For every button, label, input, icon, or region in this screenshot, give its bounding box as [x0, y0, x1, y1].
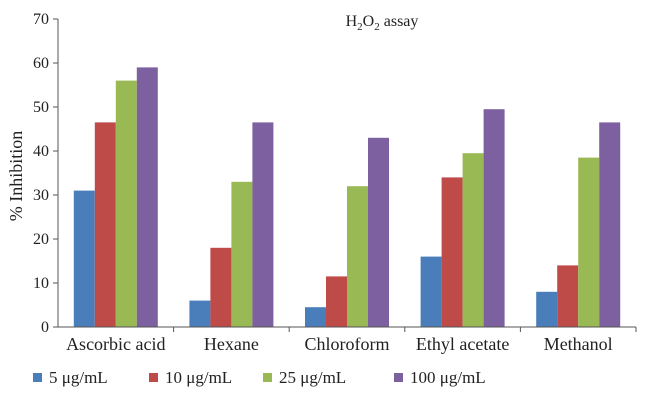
bar-3-0 — [420, 256, 442, 327]
bar-1-2 — [231, 181, 253, 327]
bar-2-1 — [326, 276, 347, 327]
bar-0-0 — [73, 190, 95, 327]
bar-4-0 — [536, 291, 558, 327]
y-tick-label: 20 — [33, 231, 49, 248]
y-tick-label: 60 — [33, 55, 49, 72]
bar-0-2 — [115, 80, 137, 327]
y-tick-label: 50 — [33, 99, 49, 116]
bar-4-2 — [578, 157, 600, 327]
legend-swatch — [33, 373, 42, 382]
x-tick-label: Ascorbic acid — [66, 334, 165, 354]
legend: 5 μg/mL 10 μg/mL 25 μg/mL 100 μg/mL — [33, 368, 486, 387]
bar-2-0 — [305, 307, 326, 327]
legend-label: 5 μg/mL — [49, 368, 108, 387]
y-tick-label: 10 — [33, 275, 49, 292]
x-tick-label: Chloroform — [305, 334, 390, 354]
bars — [73, 67, 621, 328]
bar-2-3 — [368, 137, 389, 327]
y-tick-label: 30 — [33, 187, 49, 204]
legend-swatch — [149, 373, 158, 382]
y-tick-label: 0 — [41, 319, 49, 336]
y-tick-label: 70 — [33, 11, 49, 28]
x-tick-label: Ethyl acetate — [416, 334, 509, 354]
y-tick-label: 40 — [33, 143, 49, 160]
axes: Ascorbic acid Hexane Chloroform Ethyl aceta… — [33, 11, 637, 354]
bar-3-2 — [462, 153, 484, 327]
bar-1-1 — [210, 247, 232, 327]
bar-0-1 — [94, 122, 116, 328]
bar-0-3 — [136, 67, 158, 328]
x-tick-label: Methanol — [544, 334, 613, 354]
legend-label: 10 μg/mL — [165, 368, 232, 387]
bar-3-3 — [483, 109, 505, 327]
bar-4-1 — [557, 265, 579, 327]
chart-title: H2O2 assay — [346, 13, 419, 33]
legend-swatch — [263, 373, 272, 382]
bar-4-3 — [599, 122, 621, 328]
legend-label: 25 μg/mL — [279, 368, 346, 387]
bar-2-2 — [347, 186, 368, 327]
x-tick-label: Hexane — [204, 334, 259, 354]
bar-1-3 — [252, 122, 274, 328]
bar-1-0 — [189, 300, 211, 327]
y-axis-label: % Inhibition — [6, 131, 26, 222]
legend-swatch — [394, 373, 403, 382]
bar-3-1 — [441, 177, 463, 327]
legend-label: 100 μg/mL — [410, 368, 486, 387]
